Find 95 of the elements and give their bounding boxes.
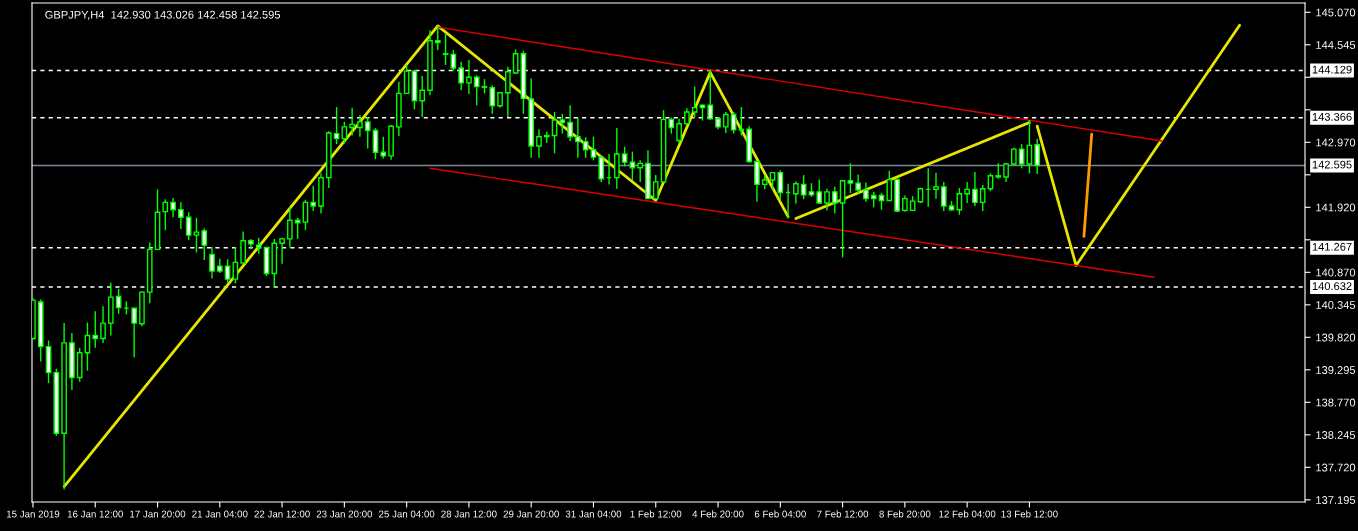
candlestick xyxy=(582,136,589,159)
candlestick xyxy=(800,174,807,200)
candlestick xyxy=(940,181,947,212)
x-tick-label: 7 Feb 12:00 xyxy=(817,510,869,518)
candlestick xyxy=(170,197,176,218)
candlestick xyxy=(972,171,978,207)
candlestick xyxy=(590,136,597,161)
x-tick-label: 8 Feb 20:00 xyxy=(879,510,931,518)
candlestick xyxy=(793,180,799,205)
candlestick xyxy=(979,184,986,212)
ref-line-label: 142.595 xyxy=(1312,160,1352,169)
candlestick xyxy=(92,310,99,349)
y-tick-label: 142.970 xyxy=(1316,138,1356,147)
candlestick xyxy=(730,111,737,135)
candlestick xyxy=(287,206,293,249)
y-tick-label: 137.195 xyxy=(1316,496,1356,504)
candlestick xyxy=(886,170,893,202)
x-tick-label: 22 Jan 12:00 xyxy=(254,510,310,518)
candlestick xyxy=(466,59,472,95)
candlestick xyxy=(505,66,511,118)
x-tick-label: 1 Feb 12:00 xyxy=(630,510,682,518)
x-tick-label: 12 Feb 04:00 xyxy=(939,510,996,518)
y-tick-label: 138.245 xyxy=(1316,431,1356,439)
candlestick xyxy=(434,25,441,51)
candlestick xyxy=(100,305,106,344)
candlestick xyxy=(777,169,784,202)
line-series xyxy=(62,24,790,488)
y-tick-label: 140.345 xyxy=(1316,301,1356,309)
candlestick xyxy=(185,211,192,241)
x-tick-label: 31 Jan 04:00 xyxy=(565,510,622,518)
candlestick xyxy=(357,114,363,138)
candlestick xyxy=(598,154,605,183)
candlestick xyxy=(816,178,823,205)
ref-line-label: 140.632 xyxy=(1312,282,1352,291)
y-tick-label: 145.070 xyxy=(1316,8,1356,17)
x-tick-label: 28 Jan 12:00 xyxy=(441,510,497,518)
y-tick-label: 138.770 xyxy=(1316,398,1356,407)
x-tick-label: 4 Feb 20:00 xyxy=(692,510,744,518)
candlestick xyxy=(240,230,246,264)
candlestick xyxy=(621,145,628,168)
candlestick xyxy=(847,162,854,194)
candlestick xyxy=(613,127,620,190)
x-tick-label: 16 Jan 12:00 xyxy=(67,510,123,518)
candlestick xyxy=(442,32,449,66)
x-tick-label: 21 Jan 04:00 xyxy=(192,510,248,518)
ref-line-label: 143.366 xyxy=(1312,112,1352,121)
candlestick xyxy=(473,74,480,106)
y-tick-label: 140.870 xyxy=(1316,268,1356,277)
y-tick-label: 139.820 xyxy=(1316,333,1356,342)
candlestick xyxy=(193,217,200,254)
candlestick xyxy=(162,198,169,231)
candlestick xyxy=(676,118,682,144)
candlestick xyxy=(1018,143,1025,169)
candlestick xyxy=(131,306,138,358)
candlestick xyxy=(349,106,355,137)
candlestick xyxy=(964,181,970,204)
candlestick xyxy=(824,188,830,212)
candlestick xyxy=(279,236,285,265)
ref-line-label: 144.129 xyxy=(1312,65,1352,74)
x-tick-label: 17 Jan 20:00 xyxy=(130,510,186,518)
candlestick xyxy=(722,111,729,134)
candlestick xyxy=(855,173,861,195)
candlestick xyxy=(419,75,426,118)
x-tick-label: 15 Jan 2019 xyxy=(6,510,60,518)
y-tick-label: 139.295 xyxy=(1316,366,1356,374)
candlestick xyxy=(551,111,558,155)
candlestick xyxy=(933,171,939,200)
candlestick xyxy=(1026,119,1033,174)
candlestick xyxy=(178,201,184,230)
x-tick-label: 23 Jan 20:00 xyxy=(316,510,373,518)
candlestick xyxy=(1034,138,1041,175)
x-tick-label: 6 Feb 04:00 xyxy=(754,510,806,518)
y-tick-label: 137.720 xyxy=(1316,463,1356,472)
x-tick-label: 25 Jan 04:00 xyxy=(379,510,435,518)
candlestick xyxy=(831,186,838,215)
candlestick xyxy=(839,179,846,259)
candlestick xyxy=(512,48,519,75)
ref-line-label: 141.267 xyxy=(1312,242,1352,251)
candlestick xyxy=(754,159,760,203)
x-tick-label: 13 Feb 12:00 xyxy=(1001,510,1058,518)
text: GBPJPY,H4 142.930 143.026 142.458 142.595 xyxy=(45,10,281,20)
candlestick xyxy=(536,128,542,159)
candlestick xyxy=(637,159,644,183)
candlestick xyxy=(629,150,636,181)
candlestick xyxy=(403,64,410,95)
candlestick xyxy=(380,136,387,160)
candlestick xyxy=(310,184,317,212)
candlestick xyxy=(863,181,869,203)
candlestick xyxy=(224,258,231,284)
candlestick xyxy=(489,84,496,115)
candlestick xyxy=(652,174,659,200)
y-tick-label: 141.920 xyxy=(1316,203,1356,212)
x-tick-label: 29 Jan 20:00 xyxy=(503,510,559,518)
y-tick-label: 144.545 xyxy=(1316,41,1356,49)
candlestick xyxy=(691,85,698,118)
